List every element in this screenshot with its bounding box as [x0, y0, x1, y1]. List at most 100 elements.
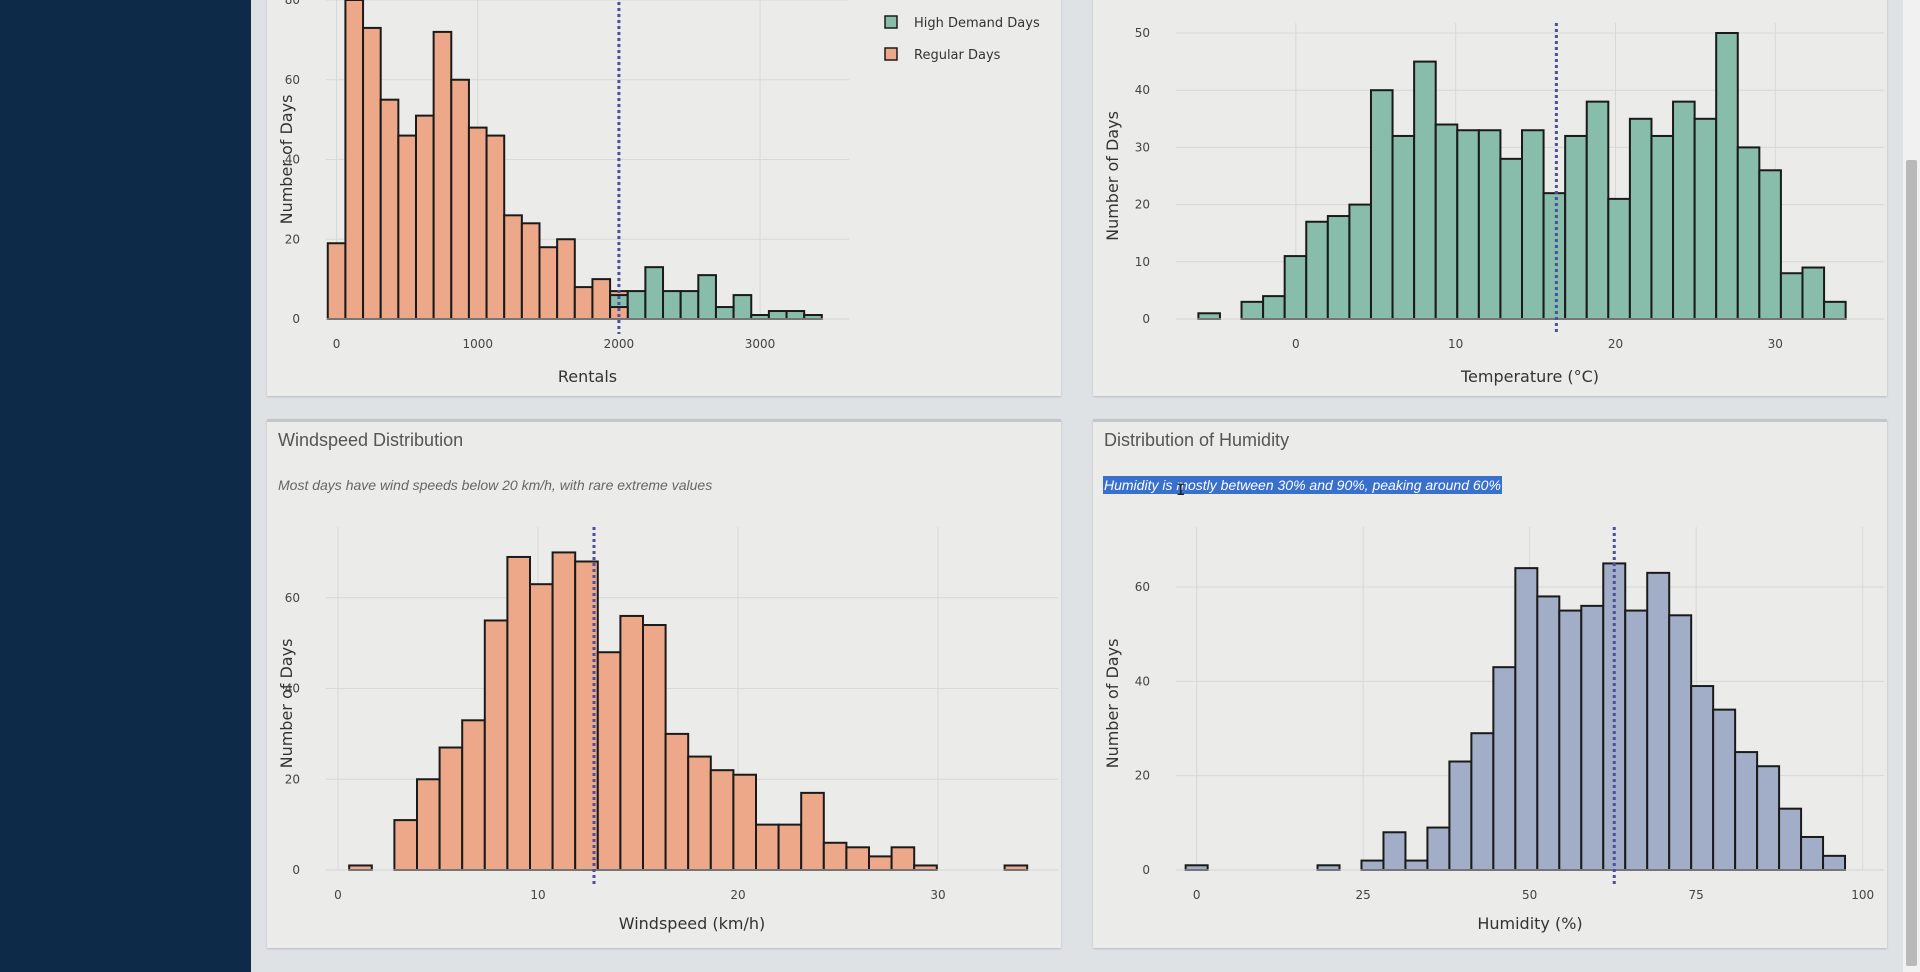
x-tick-label: 20: [730, 888, 745, 902]
histogram-bar: [800, 791, 825, 872]
y-tick-label: 60: [1135, 580, 1150, 594]
histogram-bar: [714, 306, 735, 321]
x-tick-label: 0: [1292, 337, 1300, 351]
histogram-bar: [416, 778, 441, 872]
sidebar: [0, 0, 251, 972]
histogram-bar: [450, 78, 470, 320]
histogram-bar: [1668, 614, 1693, 871]
histogram-bar: [1607, 197, 1631, 321]
x-tick-label: 20: [1608, 337, 1623, 351]
histogram-bar: [732, 773, 757, 871]
histogram-bar: [1712, 708, 1737, 871]
y-tick-label: 30: [1135, 140, 1150, 154]
x-axis-label: Rentals: [558, 367, 617, 386]
histogram-bar: [1558, 609, 1583, 871]
card-title: Windspeed Distribution: [278, 430, 464, 450]
histogram-bar: [538, 246, 559, 321]
histogram-bar: [362, 26, 382, 320]
histogram-bar: [1326, 215, 1351, 320]
card-subtitle-selected: Humidity is mostly between 30% and 90%, …: [1103, 476, 1502, 494]
windspeed-card: Windspeed Distribution Most days have wi…: [267, 419, 1061, 948]
histogram-bar: [679, 290, 700, 320]
histogram-bar: [868, 855, 893, 872]
rentals-histogram: 0 20 40 60 80 0 1000 2000 3000 Rentals Number of D…: [277, 0, 1040, 386]
x-tick-label: 100: [1851, 888, 1874, 902]
histogram-bar: [1492, 666, 1517, 871]
histogram-bar: [1715, 32, 1739, 320]
histogram-bar: [803, 314, 823, 321]
histogram-bar: [467, 126, 488, 320]
histogram-bar: [732, 294, 753, 321]
y-axis-label: Number of Days: [277, 639, 296, 769]
y-tick-label: 60: [285, 591, 300, 605]
legend-label: Regular Days: [914, 48, 1001, 63]
histogram-bar: [503, 214, 523, 320]
histogram-bar: [1693, 117, 1718, 320]
legend-swatch: [884, 47, 898, 61]
histogram-bar: [1514, 567, 1539, 871]
histogram-bar: [1369, 89, 1394, 320]
scrollbar-thumb[interactable]: [1906, 160, 1917, 966]
histogram-bar: [414, 114, 435, 320]
histogram-bar: [1602, 562, 1627, 871]
y-tick-label: 10: [1135, 255, 1150, 269]
histogram-bar: [785, 310, 806, 320]
histogram-bar: [709, 769, 735, 871]
humidity-card: Distribution of Humidity Humidity is mos…: [1093, 419, 1887, 948]
x-tick-label: 0: [1193, 888, 1201, 902]
y-tick-label: 0: [1142, 863, 1150, 877]
histogram-bar: [1499, 157, 1524, 320]
temperature-card: 0 10 20 30 40 50 0 10 20 30 Temperature (°C) Number…: [1093, 0, 1887, 396]
histogram-bar: [485, 134, 506, 320]
histogram-bar: [379, 98, 400, 320]
histogram-bar: [551, 551, 577, 871]
histogram-bar: [1404, 859, 1429, 871]
x-tick-label: 30: [1768, 337, 1783, 351]
y-tick-label: 80: [285, 0, 300, 7]
y-tick-label: 20: [285, 772, 300, 786]
x-tick-label: 3000: [745, 337, 776, 351]
y-tick-label: 60: [285, 73, 300, 87]
histogram-bar: [845, 846, 871, 871]
histogram-bar: [755, 823, 780, 871]
card-title: Distribution of Humidity: [1104, 430, 1290, 450]
temperature-histogram: 0 10 20 30 40 50 0 10 20 30 Temperature (°C) Number…: [1103, 23, 1884, 386]
histogram-bar: [767, 310, 788, 320]
histogram-bar: [1456, 129, 1480, 320]
histogram-bar: [1470, 732, 1495, 871]
histogram-bar: [1650, 134, 1675, 320]
histogram-bar: [1391, 134, 1416, 320]
y-tick-label: 0: [1142, 312, 1150, 326]
histogram-bar: [1734, 751, 1759, 871]
x-axis-label: Windspeed (km/h): [619, 914, 766, 933]
histogram-bar: [1316, 864, 1341, 872]
histogram-bar: [520, 222, 541, 320]
histogram-bar: [438, 746, 464, 871]
windspeed-histogram: 0 20 40 60 0 10 20 30 Windspeed (km/h) Number of …: [277, 527, 1058, 933]
histogram-bar: [573, 286, 594, 321]
histogram-bar: [1672, 100, 1696, 320]
x-tick-label: 2000: [604, 337, 635, 351]
histogram-bar: [913, 864, 938, 872]
histogram-bar: [697, 274, 717, 321]
histogram-bar: [1585, 100, 1610, 320]
dashboard-main: 0 20 40 60 80 0 1000 2000 3000 Rentals Number of D…: [251, 0, 1903, 972]
vertical-scrollbar[interactable]: [1903, 0, 1920, 972]
histogram-bar: [626, 290, 647, 320]
histogram-bar: [1382, 831, 1407, 872]
histogram-bar: [397, 134, 417, 320]
histogram-bar: [1521, 129, 1545, 320]
histogram-bar: [619, 614, 644, 871]
histogram-bar: [1778, 807, 1803, 871]
x-axis-label: Humidity (%): [1477, 914, 1582, 933]
histogram-bar: [596, 651, 622, 871]
x-tick-label: 30: [930, 888, 945, 902]
x-tick-label: 10: [1448, 337, 1463, 351]
histogram-bar: [1756, 765, 1781, 872]
histogram-bar: [1283, 255, 1308, 320]
histogram-bar: [1624, 609, 1649, 871]
histogram-bar: [1348, 203, 1372, 321]
histogram-bar: [1646, 571, 1671, 872]
histogram-bar: [529, 583, 554, 871]
x-tick-label: 50: [1522, 888, 1537, 902]
